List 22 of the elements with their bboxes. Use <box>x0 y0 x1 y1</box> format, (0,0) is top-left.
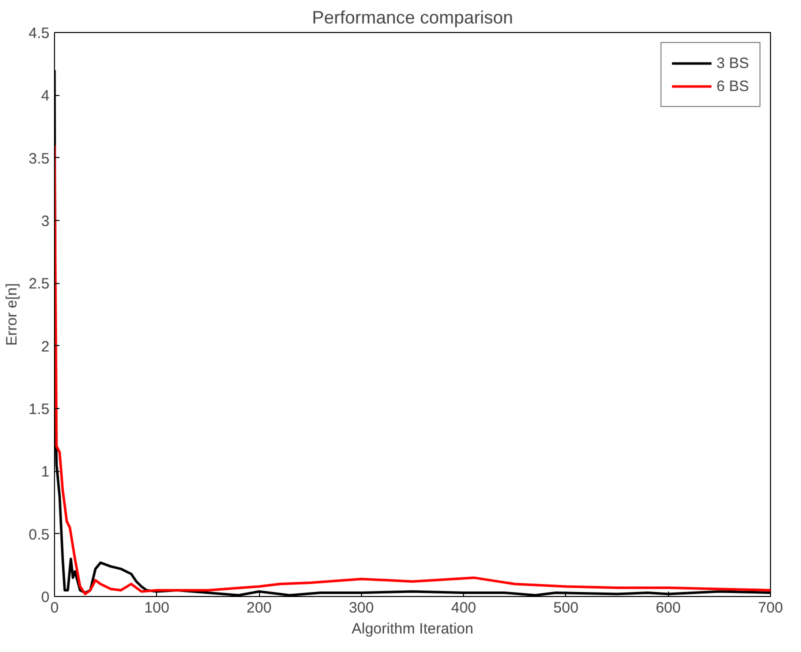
y-tick-label: 4.5 <box>28 25 50 42</box>
y-tick-label: 2 <box>41 338 50 356</box>
y-tick-label: 3 <box>41 213 50 230</box>
legend-label: 3 BS <box>716 54 749 72</box>
y-tick-label: 0 <box>41 589 50 606</box>
x-tick-label: 700 <box>758 600 784 616</box>
x-tick-label: 200 <box>246 600 272 616</box>
y-tick-label: 3.5 <box>28 150 50 168</box>
x-tick-label: 500 <box>553 600 578 616</box>
y-tick-label: 1.5 <box>28 401 50 418</box>
x-tick-label: 600 <box>656 600 681 616</box>
x-tick-label: 100 <box>144 600 170 616</box>
y-tick-label: 0.5 <box>28 526 50 544</box>
legend-label: 6 BS <box>716 78 749 94</box>
x-tick-label: 400 <box>451 600 476 616</box>
x-tick-label: 300 <box>348 600 374 616</box>
y-tick-label: 4 <box>41 88 50 105</box>
x-axis-title: Algorithm Iteration <box>352 620 474 638</box>
y-axis-title: Error e[n] <box>4 283 21 346</box>
y-tick-label: 1 <box>41 464 50 481</box>
y-tick-label: 2.5 <box>28 276 50 293</box>
chart-title: Performance comparison <box>312 8 514 28</box>
